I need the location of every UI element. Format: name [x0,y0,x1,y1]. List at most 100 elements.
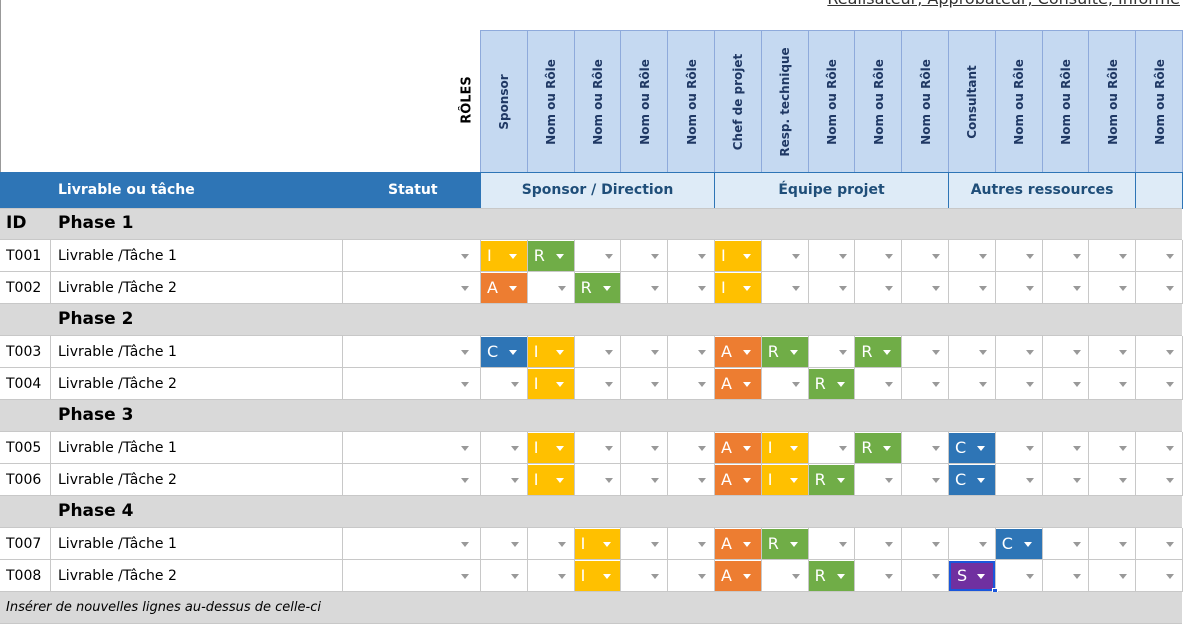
raci-cell[interactable] [996,465,1042,495]
raci-cell[interactable] [902,465,948,495]
raci-cell[interactable] [902,273,948,303]
raci-cell[interactable]: A [715,465,761,495]
raci-cell[interactable] [1136,369,1182,399]
raci-cell[interactable] [1136,465,1182,495]
raci-cell[interactable]: I [527,369,574,399]
raci-cell[interactable] [855,465,901,495]
raci-cell[interactable]: R [527,241,574,271]
raci-cell[interactable] [621,529,667,559]
status-cell[interactable] [343,336,480,367]
raci-cell[interactable] [528,529,574,559]
raci-cell[interactable] [668,561,714,591]
raci-cell[interactable] [1136,529,1182,559]
raci-cell[interactable]: I [527,465,574,495]
raci-cell[interactable]: I [574,561,621,591]
raci-cell[interactable] [1089,433,1135,463]
raci-cell[interactable] [1089,273,1135,303]
raci-cell[interactable]: I [481,241,527,271]
raci-cell[interactable] [996,433,1042,463]
raci-cell[interactable] [1089,369,1135,399]
raci-cell[interactable]: C [481,337,527,367]
raci-cell[interactable]: I [761,465,808,495]
raci-cell[interactable] [1089,561,1135,591]
raci-cell[interactable] [668,369,714,399]
raci-cell[interactable] [481,561,527,591]
raci-cell[interactable] [668,337,714,367]
raci-cell[interactable] [481,465,527,495]
raci-cell[interactable] [902,561,948,591]
raci-cell[interactable]: A [481,273,527,303]
raci-cell[interactable] [855,241,901,271]
raci-cell[interactable]: I [715,273,761,303]
raci-cell[interactable] [1043,241,1089,271]
raci-cell[interactable] [1043,337,1089,367]
raci-cell[interactable] [902,241,948,271]
status-cell[interactable] [343,528,480,559]
raci-cell[interactable] [575,369,621,399]
raci-cell[interactable] [668,529,714,559]
raci-cell[interactable] [1136,241,1182,271]
raci-cell[interactable]: R [574,273,621,303]
raci-cell[interactable] [481,433,527,463]
raci-cell[interactable] [762,273,808,303]
raci-cell[interactable] [855,529,901,559]
raci-cell[interactable]: I [574,529,621,559]
raci-cell[interactable]: A [715,369,761,399]
raci-cell[interactable] [1043,529,1089,559]
raci-cell[interactable] [575,433,621,463]
raci-cell[interactable] [902,433,948,463]
raci-cell[interactable] [762,561,808,591]
status-cell[interactable] [343,464,480,495]
raci-cell[interactable] [996,561,1042,591]
raci-cell[interactable] [1089,241,1135,271]
raci-cell[interactable]: I [527,337,574,367]
raci-cell[interactable] [668,241,714,271]
raci-cell[interactable]: C [995,529,1042,559]
raci-cell[interactable] [996,337,1042,367]
raci-cell[interactable] [1043,561,1089,591]
raci-cell[interactable] [481,529,527,559]
raci-cell[interactable]: R [761,337,808,367]
raci-cell[interactable] [621,433,667,463]
status-cell[interactable] [343,560,480,591]
raci-cell[interactable] [1043,465,1089,495]
raci-cell[interactable] [855,273,901,303]
raci-cell[interactable] [949,369,995,399]
raci-cell[interactable] [949,273,995,303]
status-cell[interactable] [343,272,480,303]
raci-cell[interactable] [996,273,1042,303]
raci-cell[interactable] [528,561,574,591]
raci-cell[interactable] [809,337,855,367]
raci-cell[interactable] [1136,561,1182,591]
raci-cell[interactable]: R [761,529,808,559]
raci-cell[interactable]: R [855,337,902,367]
raci-cell[interactable] [949,241,995,271]
raci-cell[interactable] [1043,273,1089,303]
raci-cell[interactable] [996,241,1042,271]
raci-cell[interactable]: I [761,433,808,463]
raci-cell[interactable] [481,369,527,399]
raci-cell[interactable] [621,337,667,367]
raci-cell[interactable] [809,273,855,303]
raci-cell[interactable]: A [715,433,761,463]
status-cell[interactable] [343,432,480,463]
raci-cell[interactable] [1089,529,1135,559]
raci-cell[interactable]: S [949,561,995,591]
raci-cell[interactable] [528,273,574,303]
raci-cell[interactable] [855,369,901,399]
raci-cell[interactable] [621,561,667,591]
raci-cell[interactable] [809,433,855,463]
raci-cell[interactable] [668,465,714,495]
raci-cell[interactable] [902,337,948,367]
raci-cell[interactable] [621,465,667,495]
raci-cell[interactable] [1089,337,1135,367]
raci-cell[interactable] [575,337,621,367]
raci-cell[interactable]: I [527,433,574,463]
raci-cell[interactable] [809,241,855,271]
raci-cell[interactable] [1136,433,1182,463]
raci-cell[interactable] [621,241,667,271]
raci-cell[interactable] [762,241,808,271]
status-cell[interactable] [343,368,480,399]
raci-cell[interactable] [809,529,855,559]
raci-cell[interactable] [855,561,901,591]
